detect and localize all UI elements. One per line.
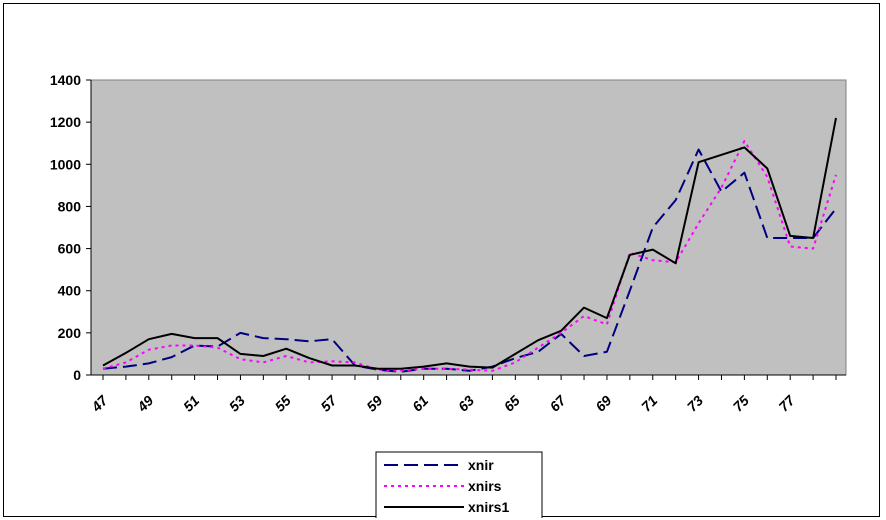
series-line-xnirs (102, 140, 837, 372)
y-tick-label: 1000 (50, 156, 81, 172)
y-tick-label: 1400 (50, 72, 81, 88)
x-tick-label: 75 (730, 392, 752, 414)
legend-label-xnirs: xnirs (468, 478, 502, 494)
x-tick-label: 49 (133, 392, 156, 415)
series-line-xnir (102, 148, 837, 373)
y-tick-label: 200 (58, 325, 82, 341)
x-tick-label: 65 (501, 392, 523, 414)
y-tick-label: 1200 (50, 114, 81, 130)
plot-area (90, 79, 847, 376)
x-tick-label: 57 (317, 391, 340, 414)
line-chart: 0 200 400 600 800 1000 1200 1400 47 49 51 53 55 57 59 6… (50, 72, 847, 518)
y-tick-label: 400 (58, 283, 82, 299)
x-tick-label: 77 (775, 391, 798, 414)
x-tick-label: 55 (272, 392, 294, 414)
x-tick-label: 71 (638, 392, 660, 414)
y-tick-label: 0 (73, 367, 81, 383)
legend-label-xnir: xnir (468, 457, 494, 473)
x-tick-label: 67 (546, 391, 569, 414)
chart-frame: 0 200 400 600 800 1000 1200 1400 47 49 51 53 55 57 59 6… (3, 3, 880, 518)
x-tick-label: 69 (592, 392, 614, 414)
x-tick-label: 51 (180, 392, 202, 414)
y-tick-label: 600 (58, 241, 82, 257)
x-tick-label: 47 (88, 391, 112, 415)
x-tick-label: 53 (226, 392, 248, 414)
x-tick-label: 59 (363, 392, 385, 414)
x-tick-label: 61 (409, 392, 431, 414)
legend-label-xnirs1: xnirs1 (468, 499, 509, 515)
y-tick-label: 800 (58, 198, 82, 214)
x-tick-label: 73 (684, 392, 706, 414)
x-tick-label: 63 (455, 392, 477, 414)
series-line-xnirs1 (102, 117, 837, 370)
